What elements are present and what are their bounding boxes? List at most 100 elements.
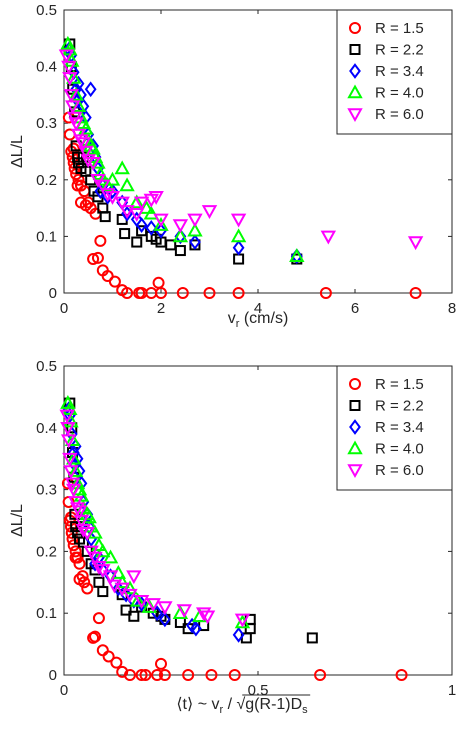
data-point — [199, 610, 216, 625]
legend-marker — [349, 419, 361, 435]
data-point — [97, 586, 109, 598]
data-point — [126, 570, 142, 585]
data-point — [79, 527, 95, 541]
data-point — [66, 483, 82, 498]
legend-marker — [347, 84, 363, 99]
data-point — [84, 81, 97, 98]
data-point — [99, 188, 116, 203]
data-point — [82, 196, 95, 209]
legend-item: R = 6.0 — [347, 462, 424, 479]
legend-label: R = 4.0 — [375, 441, 424, 458]
data-point — [187, 213, 203, 228]
data-point — [123, 669, 136, 681]
data-point — [158, 611, 171, 628]
data-point — [232, 287, 245, 299]
data-point — [70, 521, 82, 533]
data-point — [102, 650, 115, 663]
data-point — [73, 514, 90, 529]
data-point — [62, 401, 78, 416]
data-point — [148, 190, 164, 205]
y-tick-label: 0.5 — [36, 358, 57, 375]
chart-panel-2: 0 0.5 100.10.20.30.40.5ΔL/L⟨t⟩ ~ vr / √g(R… — [9, 358, 456, 716]
x-axis-label: vr (cm/s) — [228, 310, 289, 330]
legend-marker — [347, 464, 363, 479]
legend-item: R = 4.0 — [347, 84, 424, 102]
data-point — [91, 561, 107, 575]
data-point — [69, 551, 82, 564]
data-point — [73, 487, 90, 502]
data-point — [230, 228, 247, 243]
data-point — [69, 545, 82, 558]
data-point — [90, 154, 106, 169]
data-point — [114, 160, 130, 175]
legend: R = 1.5 R = 2.2 R = 3.4 R = 4.0 R = 6.0 — [336, 365, 453, 491]
data-point — [95, 179, 111, 194]
data-point — [135, 217, 148, 233]
data-point — [67, 463, 84, 477]
data-point — [190, 620, 202, 637]
data-point — [176, 287, 189, 299]
series-5 — [59, 409, 251, 628]
y-tick-label: 0.1 — [36, 228, 57, 245]
data-point — [68, 117, 84, 132]
legend: R = 1.5 R = 2.2 R = 3.4 R = 4.0 R = 6.0 — [336, 9, 453, 135]
y-tick-label: 0.2 — [36, 172, 57, 189]
legend-marker — [349, 400, 361, 411]
data-point — [129, 207, 145, 222]
data-point — [201, 205, 218, 219]
y-tick-label: 0.4 — [36, 420, 57, 437]
y-axis-label: ΔL/L — [9, 504, 26, 537]
data-point — [131, 236, 143, 248]
data-point — [176, 604, 192, 619]
legend-marker — [349, 378, 361, 390]
data-point — [145, 598, 161, 612]
data-point — [80, 154, 96, 169]
data-point — [155, 287, 167, 299]
data-point — [66, 450, 82, 465]
data-point — [135, 669, 148, 681]
data-point — [96, 644, 109, 657]
series-1 — [62, 111, 422, 299]
chart-panel-1: 0 2 4 6 8 0 0.1 0.2 0.3 0.4 0.5 ΔL/L vr (cm/s) R = 1.… — [9, 2, 456, 330]
legend-label: R = 3.4 — [375, 63, 424, 80]
y-tick-label: 0.5 — [36, 2, 57, 19]
data-point — [60, 422, 76, 436]
data-point — [230, 213, 247, 228]
data-point — [289, 248, 305, 263]
data-point — [95, 543, 111, 558]
data-point — [99, 211, 111, 223]
legend-label: R = 1.5 — [375, 20, 424, 37]
data-point — [320, 230, 337, 245]
legend-label: R = 3.4 — [375, 419, 424, 436]
data-point — [234, 613, 251, 628]
series-5 — [58, 49, 424, 251]
data-point — [114, 196, 130, 211]
x-tick-label: 2 — [157, 300, 165, 317]
data-point — [73, 557, 86, 570]
data-point — [87, 137, 100, 154]
data-point — [78, 120, 94, 135]
data-point — [395, 669, 408, 681]
legend-label: R = 2.2 — [375, 398, 424, 415]
data-point — [91, 537, 107, 552]
data-point — [319, 287, 332, 299]
data-point — [133, 595, 150, 609]
data-point — [79, 199, 92, 212]
data-point — [172, 219, 189, 234]
series-1 — [61, 477, 408, 681]
data-point — [155, 657, 167, 670]
data-point — [71, 179, 84, 192]
data-points — [58, 35, 424, 299]
data-point — [153, 217, 169, 231]
data-point — [145, 220, 158, 236]
data-point — [158, 669, 171, 681]
data-point — [91, 251, 104, 264]
data-point — [67, 539, 80, 552]
data-point — [75, 523, 92, 538]
data-point — [153, 213, 169, 228]
data-point — [120, 604, 132, 616]
data-point — [64, 432, 81, 446]
x-tick-label: 0 — [60, 300, 68, 317]
y-tick-label: 0.3 — [36, 115, 57, 132]
